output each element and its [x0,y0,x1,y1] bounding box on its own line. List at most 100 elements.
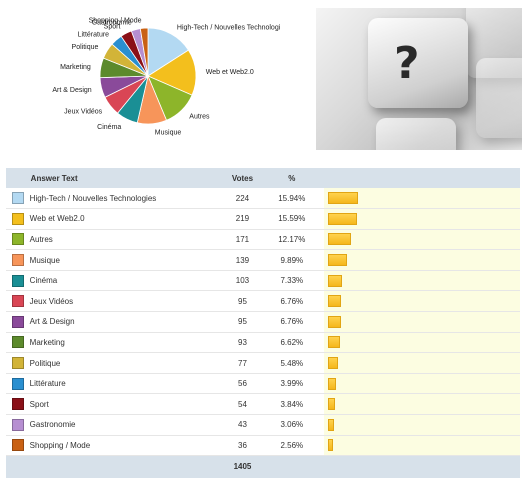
percent-cell: 6.62% [280,337,304,347]
answer-text: Art & Design [29,317,75,327]
vote-bar [328,254,348,267]
pie-label: Sport [104,24,121,31]
vote-bar [328,439,334,452]
vote-bar [328,295,342,308]
votes-cell: 95 [238,317,247,327]
answer-text: Gastronomie [29,420,76,430]
pie-label: High-Tech / Nouvelles Technologi [177,24,281,31]
legend-swatch [11,439,24,452]
answer-text: Sport [29,399,49,409]
table-row: Art & Design 95 6.76% [6,311,520,333]
vote-bar [328,336,341,349]
table-row: Gastronomie 43 3.06% [6,414,520,436]
legend-swatch [11,315,24,328]
pie-label: Gastronomie [92,19,132,26]
results-table-container: Answer Text Votes % High-Tech / Nouvelle… [6,168,520,478]
pie-panel: High-Tech / Nouvelles Technologi Web et W… [0,0,312,150]
vote-bar [328,233,352,246]
legend-swatch [11,233,24,246]
results-table: Answer Text Votes % High-Tech / Nouvelle… [6,168,520,478]
table-row: Web et Web2.0 219 15.59% [6,208,520,230]
percent-cell: 15.59% [278,214,306,224]
header-votes: Votes [231,173,254,183]
table-header-row: Answer Text Votes % [6,168,520,188]
answer-text: Politique [29,358,61,368]
percent-cell: 3.84% [280,399,304,409]
percent-cell: 7.33% [280,276,304,286]
percent-cell: 9.89% [280,255,304,265]
legend-swatch [11,192,24,205]
votes-cell: 36 [238,440,247,450]
pie-slice [147,27,189,77]
answer-text: Autres [29,234,53,244]
table-row: Sport 54 3.84% [6,393,520,415]
legend-swatch [11,377,24,390]
answer-text: Musique [29,255,60,265]
votes-cell: 103 [235,276,250,286]
answer-text: Littérature [29,379,66,389]
pie-label: Web et Web2.0 [206,69,254,76]
votes-cell: 43 [238,420,247,430]
votes-cell: 95 [238,296,247,306]
votes-cell: 93 [238,337,247,347]
table-row: Musique 139 9.89% [6,249,520,271]
votes-cell: 224 [235,193,250,203]
table-footer-row: 1405 [6,455,520,478]
table-row: Marketing 93 6.62% [6,332,520,353]
table-body: High-Tech / Nouvelles Technologies 224 15.… [6,188,520,456]
legend-swatch [11,418,24,431]
vote-bar [328,357,339,370]
pie-label: Autres [189,113,210,120]
question-key-photo: ? [316,8,522,150]
pie-label: Art & Design [52,87,91,94]
legend-swatch [11,357,24,370]
answer-text: Shopping / Mode [29,440,91,450]
legend-swatch [11,295,24,308]
vote-bar [328,418,335,431]
vote-bar [328,212,358,225]
answer-text: Marketing [29,337,65,347]
table-row: Politique 77 5.48% [6,352,520,374]
keyboard-key-question [368,18,468,108]
votes-cell: 219 [235,214,250,224]
vote-bar [328,274,343,287]
vote-bar [328,398,336,411]
table-row: Jeux Vidéos 95 6.76% [6,290,520,312]
percent-cell: 5.48% [280,358,304,368]
percent-cell: 2.56% [280,440,304,450]
votes-cell: 56 [238,379,247,389]
answer-text: Jeux Vidéos [29,296,74,306]
percent-cell: 15.94% [278,193,306,203]
legend-swatch [11,274,24,287]
header-percent: % [288,173,296,183]
percent-cell: 6.76% [280,296,304,306]
keyboard-key-right [476,58,522,138]
pie-label: Jeux Vidéos [64,108,103,115]
vote-bar [328,377,337,390]
pie-label: Shopping / Mode [89,18,142,25]
answer-text: Web et Web2.0 [29,214,85,224]
pie-label: Marketing [60,64,91,71]
pie-chart: High-Tech / Nouvelles Technologi Web et W… [52,18,281,137]
vote-bar [328,192,359,205]
question-mark-icon: ? [394,38,420,89]
votes-cell: 139 [235,255,250,265]
pie-slice [139,27,149,77]
percent-cell: 3.06% [280,420,304,430]
votes-cell: 54 [238,399,247,409]
votes-cell: 77 [238,358,247,368]
pie-label: Musique [155,129,182,136]
keyboard-key-front [376,118,456,150]
legend-swatch [11,336,24,349]
top-area: High-Tech / Nouvelles Technologi Web et W… [0,0,526,155]
legend-swatch [11,254,24,267]
table-row: Autres 171 12.17% [6,229,520,250]
answer-text: Cinéma [29,276,58,286]
pie-slice [147,49,197,96]
votes-cell: 171 [235,234,250,244]
total-votes: 1405 [233,462,252,472]
answer-text: High-Tech / Nouvelles Technologies [29,193,157,203]
percent-cell: 6.76% [280,317,304,327]
table-row: Littérature 56 3.99% [6,373,520,394]
table-row: Shopping / Mode 36 2.56% [6,435,520,456]
